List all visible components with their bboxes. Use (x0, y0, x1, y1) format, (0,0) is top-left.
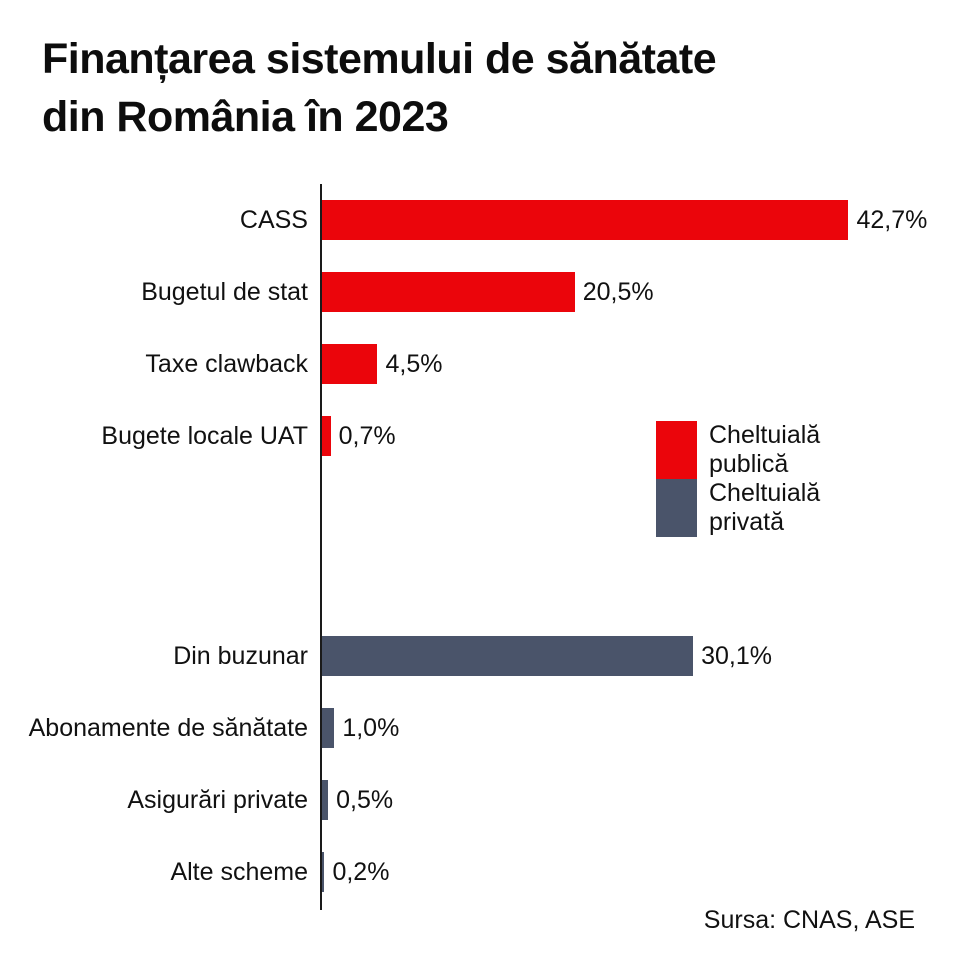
bar (322, 200, 849, 240)
legend: Cheltuială publică Cheltuială privată (656, 421, 820, 537)
legend-swatch (656, 479, 697, 537)
value-label: 20,5% (582, 278, 654, 306)
category-label: Alte scheme (170, 858, 308, 886)
value-label: 42,7% (856, 206, 928, 234)
category-label: Taxe clawback (145, 350, 308, 378)
bar (322, 780, 329, 820)
chart-title: Finanțarea sistemului de sănătate din Ro… (42, 30, 717, 146)
value-label: 1,0% (342, 714, 400, 742)
y-axis-line (320, 184, 322, 910)
category-label: Abonamente de sănătate (28, 714, 308, 742)
bar (322, 272, 575, 312)
chart-title-line1: Finanțarea sistemului de sănătate (42, 35, 717, 83)
chart-row: CASS 42,7% (0, 200, 960, 240)
value-label: 30,1% (701, 642, 773, 670)
category-label: Bugete locale UAT (101, 422, 308, 450)
legend-item: Cheltuială publică (656, 421, 820, 479)
value-label: 0,5% (336, 786, 394, 814)
category-label: Din buzunar (173, 642, 308, 670)
source-credit: Sursa: CNAS, ASE (703, 906, 915, 934)
bar (322, 636, 694, 676)
chart-row: Din buzunar 30,1% (0, 636, 960, 676)
value-label: 0,2% (332, 858, 390, 886)
category-label: CASS (239, 206, 308, 234)
legend-label: Cheltuială privată (709, 479, 821, 536)
legend-label: Cheltuială publică (709, 421, 821, 478)
chart-row: Alte scheme 0,2% (0, 852, 960, 892)
value-label: 4,5% (385, 350, 443, 378)
chart-row: Taxe clawback 4,5% (0, 344, 960, 384)
value-label: 0,7% (338, 422, 396, 450)
chart-title-line2: din România în 2023 (42, 93, 449, 141)
bar (322, 852, 325, 892)
category-label: Bugetul de stat (141, 278, 308, 306)
chart-row: Asigurări private 0,5% (0, 780, 960, 820)
legend-item: Cheltuială privată (656, 479, 820, 537)
chart-row: Bugete locale UAT 0,7% (0, 416, 960, 456)
chart-row: Bugetul de stat 20,5% (0, 272, 960, 312)
legend-swatch (656, 421, 697, 479)
chart-row: Abonamente de sănătate 1,0% (0, 708, 960, 748)
bar (322, 416, 331, 456)
bar (322, 708, 335, 748)
bar (322, 344, 378, 384)
category-label: Asigurări private (127, 786, 308, 814)
